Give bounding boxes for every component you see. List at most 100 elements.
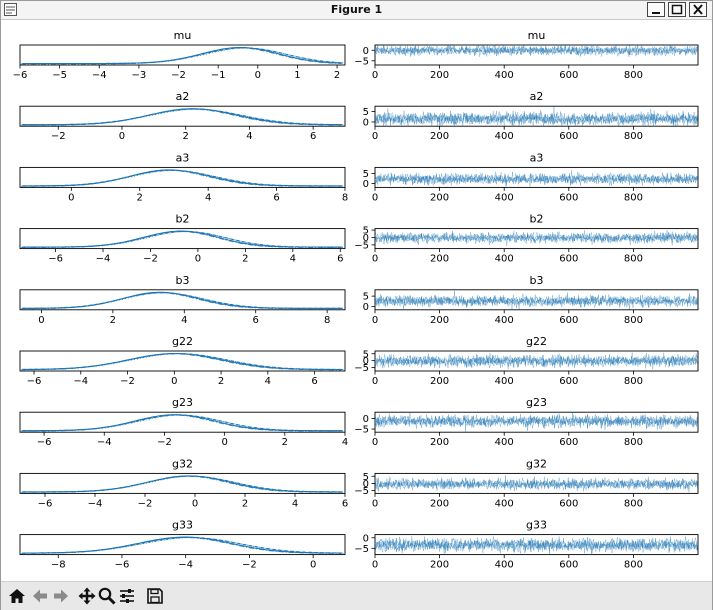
- trace-xtick-label: 600: [559, 254, 578, 265]
- trace-line-chain-4: [375, 290, 698, 309]
- density-plot-mu: mu −6 −5 −4 −3 −2 −1 0 1 2: [13, 29, 346, 81]
- zoom-button[interactable]: [97, 586, 117, 606]
- density-xtick-label: −4: [92, 70, 107, 81]
- density-plot-g33: g33 −8 −6 −4 −2 0: [19, 519, 346, 571]
- density-curve-chain-4: [21, 292, 342, 310]
- density-plot-b2: b2 −6 −4 −2 0 2 4 6: [19, 213, 346, 265]
- trace-title-a2: a2: [530, 90, 544, 103]
- trace-xtick-label: 200: [430, 70, 449, 81]
- forward-button[interactable]: [51, 586, 71, 606]
- density-curve-chain-4: [21, 47, 342, 65]
- density-xtick-label: 6: [337, 254, 343, 265]
- pan-button[interactable]: [77, 586, 97, 606]
- density-xtick-label: −6: [37, 437, 52, 448]
- density-xtick-label: −2: [171, 70, 186, 81]
- back-icon: [33, 589, 47, 603]
- back-button[interactable]: [30, 586, 50, 606]
- density-xtick-label: 0: [221, 437, 227, 448]
- density-plot-g23: g23 −6 −4 −2 0 2 4: [19, 396, 348, 448]
- density-curve-chain-4: [21, 353, 342, 371]
- trace-xtick-label: 200: [430, 498, 449, 509]
- trace-line-chain-3: [375, 536, 698, 554]
- trace-xtick-label: 200: [430, 131, 449, 142]
- trace-xtick-label: 800: [624, 315, 643, 326]
- density-xtick-label: −2: [157, 437, 172, 448]
- density-title-a2: a2: [176, 90, 190, 103]
- trace-xtick-label: 200: [430, 560, 449, 571]
- trace-xtick-label: 400: [495, 560, 514, 571]
- density-xtick-label: −3: [132, 70, 147, 81]
- trace-title-b2: b2: [530, 213, 544, 226]
- trace-xtick-label: 0: [372, 437, 378, 448]
- density-xtick-label: −4: [97, 437, 112, 448]
- density-xtick-label: 0: [68, 192, 74, 203]
- trace-xtick-label: 0: [372, 131, 378, 142]
- density-axes-frame: [19, 105, 346, 127]
- trace-xtick-label: 600: [559, 437, 578, 448]
- trace-line-chain-4: [375, 231, 698, 246]
- density-plot-a2: a2 −2 0 2 4 6: [19, 90, 346, 142]
- maximize-button[interactable]: [668, 2, 686, 17]
- trace-plot-g23: g23 0 200 400 600 800 −50: [354, 396, 699, 448]
- density-axes-frame: [19, 228, 346, 250]
- density-xtick-label: 0: [38, 315, 44, 326]
- trace-ytick-label: −5: [354, 425, 369, 436]
- trace-xtick-label: 0: [372, 498, 378, 509]
- trace-line-chain-2: [375, 229, 698, 246]
- density-axes-frame: [19, 411, 346, 433]
- density-xtick-label: 0: [171, 376, 177, 387]
- density-xtick-label: 2: [182, 131, 188, 142]
- home-icon: [9, 589, 25, 603]
- density-xtick-label: −6: [27, 376, 42, 387]
- trace-ytick-label: 0: [363, 117, 369, 128]
- density-xtick-label: 0: [310, 560, 316, 571]
- density-plot-a3: a3 0 2 4 6 8: [19, 151, 348, 203]
- trace-ytick-label: 0: [363, 46, 369, 57]
- density-xtick-label: 2: [282, 437, 288, 448]
- trace-title-g23: g23: [526, 396, 547, 409]
- save-button[interactable]: [145, 586, 165, 606]
- density-axes-frame: [19, 289, 346, 311]
- trace-ytick-label: 0: [363, 414, 369, 425]
- configure-subplots-icon: [120, 589, 134, 603]
- density-curve-chain-4: [21, 414, 342, 432]
- density-xtick-label: 6: [273, 192, 279, 203]
- trace-plot-mu: mu 0 200 400 600 800 −50: [354, 29, 699, 81]
- close-button[interactable]: [689, 2, 707, 17]
- trace-ytick-label: 0: [363, 302, 369, 313]
- density-curve-chain-4: [21, 537, 342, 554]
- trace-xtick-label: 400: [495, 131, 514, 142]
- trace-xtick-label: 400: [495, 437, 514, 448]
- density-xtick-label: −2: [120, 376, 135, 387]
- trace-xtick-label: 0: [372, 70, 378, 81]
- minimize-button[interactable]: [647, 2, 665, 17]
- density-xtick-label: 2: [242, 254, 248, 265]
- density-xtick-label: 2: [110, 315, 116, 326]
- trace-ytick-label: 5: [363, 226, 369, 237]
- trace-xtick-label: 200: [430, 192, 449, 203]
- density-xtick-label: 4: [205, 192, 211, 203]
- density-xtick-label: 4: [246, 131, 252, 142]
- density-title-g22: g22: [172, 335, 193, 348]
- configure-subplots-button[interactable]: [117, 586, 137, 606]
- trace-xtick-label: 800: [624, 376, 643, 387]
- home-button[interactable]: [7, 586, 27, 606]
- density-curve-chain-4: [21, 169, 342, 187]
- trace-ytick-label: 5: [363, 169, 369, 180]
- density-title-a3: a3: [176, 151, 190, 164]
- density-xtick-label: 0: [195, 254, 201, 265]
- trace-xtick-label: 400: [495, 315, 514, 326]
- trace-title-g32: g32: [526, 457, 547, 470]
- trace-xtick-label: 600: [559, 498, 578, 509]
